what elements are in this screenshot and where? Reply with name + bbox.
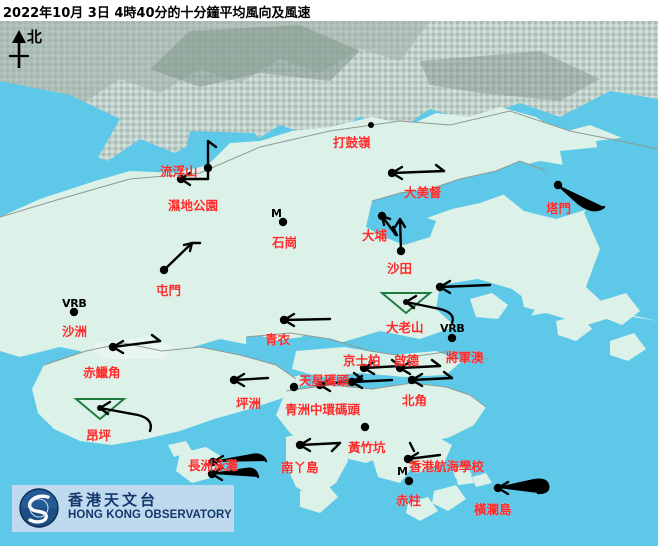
station-label: 青衣: [265, 332, 291, 347]
station-label: 青洲: [285, 402, 311, 417]
station-label: 屯門: [156, 283, 182, 298]
hko-logo-icon: [19, 488, 59, 528]
map-canvas: [0, 21, 658, 546]
page-title: 2022年10月 3日 4時40分的十分鐘平均風向及風速: [3, 6, 311, 21]
station-label: 香港航海學校: [409, 459, 485, 474]
station-label: 橫瀾島: [474, 502, 512, 517]
map-geography: [0, 21, 658, 546]
station-flag: VRB: [440, 322, 465, 335]
station-label: 流浮山: [160, 164, 198, 179]
station-label: 長洲泳灘: [188, 458, 239, 473]
hko-logo: 香港天文台 HONG KONG OBSERVATORY: [12, 485, 234, 532]
station-label: 啟德: [394, 353, 420, 368]
logo-english-text: HONG KONG OBSERVATORY: [68, 509, 232, 521]
logo-chinese-text: 香港天文台: [68, 491, 159, 509]
station-label: 天星碼頭: [299, 373, 350, 388]
station-label: 北角: [402, 393, 428, 408]
station-label: 濕地公園: [168, 198, 219, 213]
station-label: 京士柏: [343, 353, 381, 368]
station-label: 黃竹坑: [348, 440, 386, 455]
station-label: 坪洲: [236, 396, 262, 411]
station-dot-ta-kwu-ling: [368, 122, 374, 128]
station-label: 打鼓嶺: [333, 135, 371, 150]
north-arrow-icon: [9, 30, 29, 68]
north-label: 北: [27, 28, 43, 46]
title-bar: 2022年10月 3日 4時40分的十分鐘平均風向及風速: [0, 0, 658, 21]
north-arrow: 北: [5, 26, 65, 70]
station-label: 赤鱲角: [83, 365, 121, 380]
station-label: 大埔: [362, 228, 388, 243]
station-label: 石崗: [272, 235, 298, 250]
wind-barbs-layer: [69, 122, 606, 496]
station-label: 將軍澳: [446, 350, 484, 365]
station-label: 沙田: [387, 261, 413, 276]
station-label: 昂坪: [86, 428, 112, 443]
station-label: 大老山: [386, 320, 424, 335]
station-label: 塔門: [546, 201, 572, 216]
gale-barb-group: [73, 292, 454, 433]
station-label: 中環碼頭: [310, 402, 361, 417]
station-label: 大美督: [404, 185, 442, 200]
station-label: 南丫島: [281, 460, 319, 475]
station-label: 赤柱: [396, 493, 422, 508]
station-flag: VRB: [62, 297, 87, 310]
station-flag: M: [271, 207, 282, 220]
station-flag: M: [397, 465, 408, 478]
station-label: 沙洲: [62, 324, 88, 339]
